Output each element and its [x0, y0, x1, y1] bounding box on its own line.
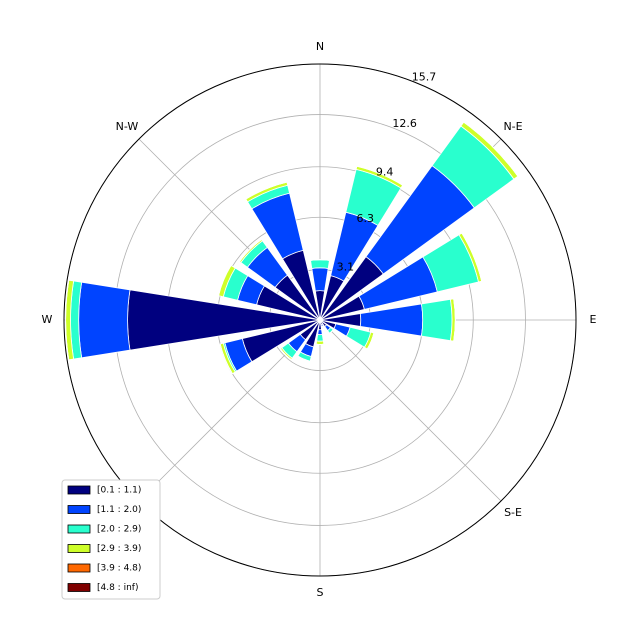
legend-swatch — [68, 545, 90, 553]
angle-label: S — [317, 586, 324, 599]
bar-segment — [318, 330, 323, 335]
bar-segment — [312, 268, 328, 291]
angle-label: S-E — [504, 506, 522, 519]
legend-label: [4.8 : inf) — [97, 583, 138, 593]
r-tick-label: 9.4 — [376, 165, 394, 178]
legend-swatch — [68, 525, 90, 533]
legend-swatch — [68, 486, 90, 494]
legend-swatch — [68, 564, 90, 572]
legend-label: [2.0 : 2.9) — [97, 525, 141, 535]
legend-frame — [62, 480, 160, 599]
angle-label: N-W — [116, 120, 139, 133]
bar-segment — [317, 334, 324, 341]
bar-segment — [421, 299, 452, 340]
angle-label: N — [316, 40, 324, 53]
r-tick-label: 3.1 — [337, 260, 355, 273]
legend: [0.1 : 1.1) [1.1 : 2.0) [2.0 : 2.9) [2.9 : … — [62, 480, 160, 599]
r-tick-label: 15.7 — [412, 70, 437, 83]
angle-label: E — [590, 313, 597, 326]
legend-label: [2.9 : 3.9) — [97, 544, 141, 554]
r-tick-label: 6.3 — [357, 212, 375, 225]
legend-label: [1.1 : 2.0) — [97, 505, 141, 515]
angle-label: W — [42, 313, 53, 326]
r-tick-label: 12.6 — [392, 117, 417, 130]
legend-swatch — [68, 506, 90, 514]
legend-swatch — [68, 584, 90, 592]
bar-segment — [311, 260, 330, 269]
legend-label: [0.1 : 1.1) — [97, 486, 141, 496]
grid-spoke — [320, 320, 501, 501]
angle-label: N-E — [503, 120, 522, 133]
bar-segment — [79, 282, 130, 358]
legend-label: [3.9 : 4.8) — [97, 564, 141, 574]
